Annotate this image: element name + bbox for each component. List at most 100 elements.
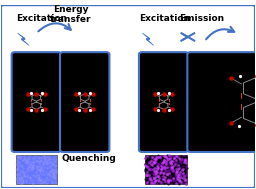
Point	[39, 166, 44, 169]
Point	[182, 161, 186, 164]
Point	[39, 159, 43, 162]
Point	[31, 161, 36, 164]
Point	[22, 174, 26, 177]
Point	[145, 160, 149, 163]
Point	[146, 180, 151, 183]
Point	[150, 161, 154, 164]
Point	[51, 173, 55, 176]
Point	[37, 176, 41, 179]
Point	[45, 166, 49, 169]
Point	[156, 173, 160, 176]
Point	[144, 157, 148, 160]
Point	[170, 174, 175, 177]
Point	[39, 178, 43, 181]
Point	[30, 165, 34, 168]
Point	[171, 176, 175, 179]
Point	[28, 162, 33, 165]
Point	[166, 179, 170, 182]
Point	[162, 158, 166, 161]
Point	[48, 166, 52, 169]
Point	[39, 163, 44, 166]
Point	[170, 173, 174, 176]
Point	[22, 154, 26, 157]
Point	[165, 165, 169, 168]
Point	[180, 167, 184, 170]
Point	[32, 164, 36, 167]
Point	[51, 170, 56, 173]
Point	[18, 179, 22, 182]
Point	[163, 159, 167, 162]
Point	[165, 179, 169, 182]
Point	[27, 182, 31, 185]
Point	[179, 176, 184, 179]
Point	[143, 156, 147, 160]
Point	[156, 179, 161, 182]
Point	[144, 174, 148, 177]
Point	[172, 162, 176, 165]
Point	[39, 167, 43, 170]
Point	[182, 156, 186, 159]
Point	[53, 176, 57, 179]
Point	[181, 162, 185, 165]
Point	[20, 178, 24, 181]
Point	[43, 156, 47, 159]
Point	[164, 162, 168, 165]
Point	[157, 165, 162, 168]
Point	[184, 159, 188, 162]
Point	[17, 160, 21, 163]
Point	[171, 168, 175, 171]
Point	[144, 167, 148, 170]
Point	[30, 165, 34, 168]
Point	[181, 178, 185, 181]
Point	[172, 157, 176, 160]
Point	[178, 157, 182, 160]
Point	[24, 158, 28, 161]
Point	[153, 175, 157, 178]
Point	[31, 166, 35, 169]
Point	[145, 158, 149, 161]
Point	[155, 164, 159, 167]
Point	[175, 154, 179, 157]
FancyBboxPatch shape	[187, 52, 256, 152]
Point	[158, 178, 162, 181]
Point	[162, 157, 166, 160]
Point	[161, 176, 165, 179]
Point	[158, 175, 163, 178]
Point	[155, 156, 159, 159]
Point	[152, 165, 156, 168]
Point	[165, 156, 169, 159]
Point	[44, 179, 48, 182]
Point	[19, 182, 23, 185]
Point	[164, 166, 168, 169]
Point	[175, 170, 179, 173]
Point	[25, 159, 29, 162]
Point	[20, 159, 24, 162]
Point	[150, 177, 154, 180]
Point	[41, 168, 45, 171]
Point	[176, 171, 180, 174]
Point	[153, 164, 157, 167]
Point	[177, 172, 181, 175]
Point	[147, 179, 152, 182]
Point	[170, 167, 174, 170]
Point	[163, 155, 167, 158]
Point	[152, 168, 156, 171]
Point	[178, 155, 183, 158]
Point	[181, 176, 185, 179]
Point	[49, 160, 53, 163]
Point	[145, 179, 149, 182]
Point	[182, 174, 186, 177]
Point	[169, 164, 173, 167]
Point	[181, 160, 185, 163]
Point	[173, 168, 177, 171]
Point	[144, 160, 148, 163]
Point	[147, 166, 151, 169]
Point	[40, 182, 44, 185]
Point	[170, 172, 174, 175]
Point	[173, 163, 177, 166]
Point	[18, 174, 22, 177]
Point	[19, 171, 23, 174]
Point	[163, 176, 167, 179]
Point	[156, 179, 160, 182]
Point	[14, 173, 18, 176]
